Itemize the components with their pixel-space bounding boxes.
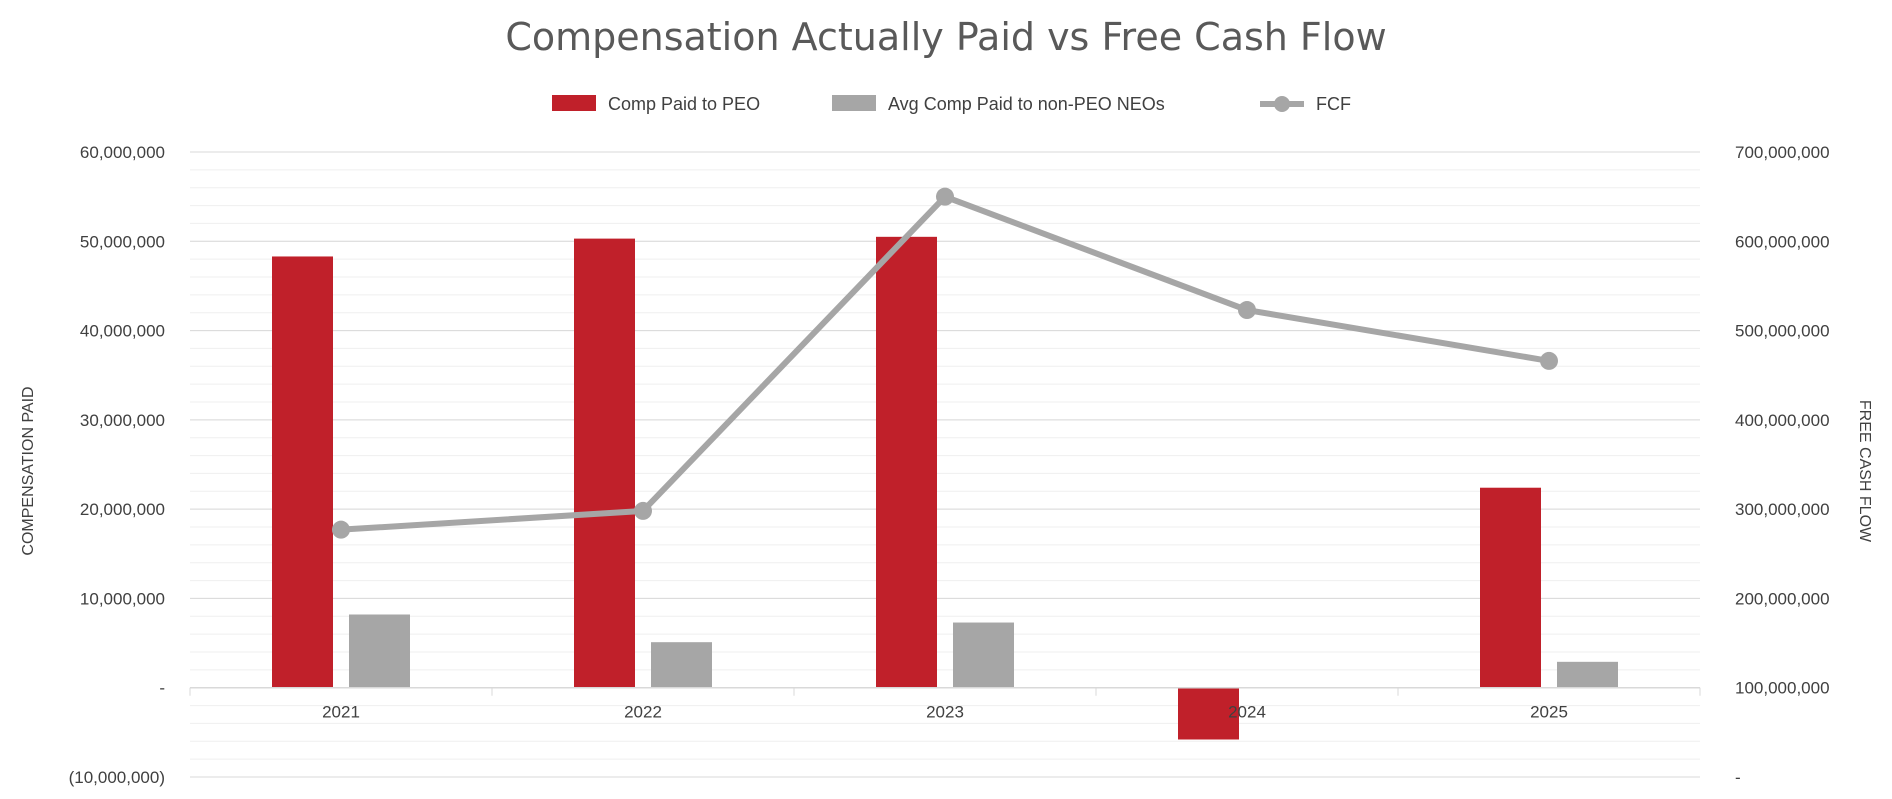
bar-avg-comp-paid-to-non-peo-neos-2022 (651, 642, 712, 688)
right-tick-label: 300,000,000 (1735, 500, 1830, 519)
fcf-point-2022 (634, 501, 652, 520)
right-tick-label: 200,000,000 (1735, 589, 1830, 608)
right-tick-label: 500,000,000 (1735, 322, 1830, 341)
category-label-2023: 2023 (926, 703, 964, 722)
legend-swatch-comp-paid-to-peo (552, 95, 596, 111)
bar-avg-comp-paid-to-non-peo-neos-2025 (1557, 661, 1618, 688)
left-tick-label: 30,000,000 (80, 411, 165, 430)
right-tick-label: 400,000,000 (1735, 411, 1830, 430)
axes: 60,000,000 50,000,000 40,000,000 30,000,000… (69, 143, 1830, 787)
right-axis-title: FREE CASH FLOW (1856, 400, 1873, 543)
bars (272, 236, 1618, 740)
fcf-line (332, 187, 1558, 539)
legend-swatch-avg-comp-paid-to-non-peo-neos (832, 95, 876, 111)
chart-title: Compensation Actually Paid vs Free Cash … (505, 15, 1386, 59)
legend: Comp Paid to PEO Avg Comp Paid to non-PEO… (552, 94, 1351, 114)
right-tick-label: 600,000,000 (1735, 232, 1830, 251)
left-tick-label: 50,000,000 (80, 232, 165, 251)
legend-swatch-marker-fcf (1274, 96, 1290, 112)
fcf-point-2023 (936, 187, 954, 206)
left-tick-label: - (159, 679, 165, 698)
fcf-point-2025 (1540, 351, 1558, 370)
category-label-2022: 2022 (624, 703, 662, 722)
left-axis-title: COMPENSATION PAID (20, 386, 37, 555)
fcf-point-2021 (332, 520, 350, 539)
bar-comp-paid-to-peo-2021 (272, 256, 333, 688)
left-tick-label: 20,000,000 (80, 500, 165, 519)
legend-label-avg-comp-paid-to-non-peo-neos: Avg Comp Paid to non-PEO NEOs (888, 94, 1165, 114)
legend-label-fcf: FCF (1316, 94, 1351, 114)
left-tick-label: 10,000,000 (80, 589, 165, 608)
bar-avg-comp-paid-to-non-peo-neos-2021 (349, 614, 410, 688)
category-label-2024: 2024 (1228, 703, 1266, 722)
fcf-point-2024 (1238, 301, 1256, 320)
gridlines (190, 151, 1700, 778)
bar-comp-paid-to-peo-2025 (1480, 487, 1541, 688)
bar-comp-paid-to-peo-2023 (876, 236, 937, 688)
bar-comp-paid-to-peo-2024 (1178, 687, 1239, 740)
left-tick-label: (10,000,000) (69, 768, 165, 787)
fcf-line-path (338, 193, 1552, 533)
left-tick-label: 60,000,000 (80, 143, 165, 162)
right-tick-label: 700,000,000 (1735, 143, 1830, 162)
right-tick-label: 100,000,000 (1735, 679, 1830, 698)
category-label-2021: 2021 (322, 703, 360, 722)
left-tick-label: 40,000,000 (80, 322, 165, 341)
legend-label-comp-paid-to-peo: Comp Paid to PEO (608, 94, 760, 114)
bar-comp-paid-to-peo-2022 (574, 238, 635, 688)
right-tick-label: - (1735, 768, 1741, 787)
category-label-2025: 2025 (1530, 703, 1568, 722)
bar-avg-comp-paid-to-non-peo-neos-2023 (953, 622, 1014, 688)
